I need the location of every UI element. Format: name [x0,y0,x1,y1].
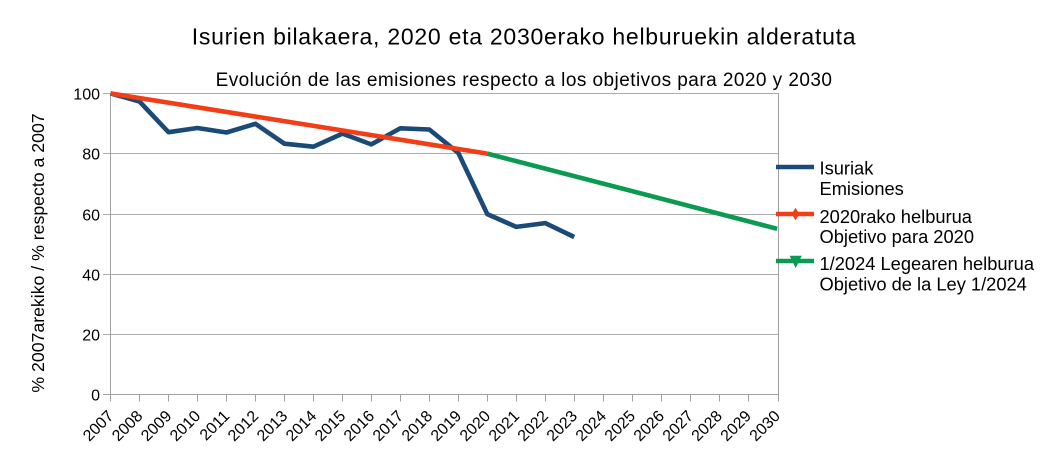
svg-text:2026: 2026 [631,408,668,445]
svg-text:2014: 2014 [283,408,320,445]
svg-text:2018: 2018 [399,408,436,445]
svg-text:2020rako helburua: 2020rako helburua [820,206,973,227]
svg-text:1/2024 Legearen helburua: 1/2024 Legearen helburua [820,253,1035,274]
svg-text:20: 20 [82,327,100,344]
svg-text:2011: 2011 [197,408,233,444]
svg-text:100: 100 [73,86,100,103]
svg-text:0: 0 [91,387,100,404]
svg-text:2030: 2030 [747,408,784,445]
svg-text:2007: 2007 [80,408,117,445]
svg-text:2022: 2022 [515,408,552,445]
svg-text:2021: 2021 [486,408,523,445]
svg-text:60: 60 [82,207,100,224]
svg-text:2027: 2027 [660,408,697,445]
svg-text:Objetivo de la Ley 1/2024: Objetivo de la Ley 1/2024 [820,273,1027,294]
svg-text:2025: 2025 [602,408,639,445]
svg-text:2019: 2019 [428,408,465,445]
svg-text:2010: 2010 [167,408,204,445]
svg-text:2012: 2012 [225,408,262,445]
svg-text:2017: 2017 [370,408,407,445]
svg-text:80: 80 [82,146,100,163]
svg-text:% 2007arekiko / % respecto a 2: % 2007arekiko / % respecto a 2007 [28,113,48,392]
svg-text:2023: 2023 [544,408,581,445]
svg-text:2013: 2013 [254,408,291,445]
svg-text:Objetivo para 2020: Objetivo para 2020 [820,226,974,247]
svg-text:40: 40 [82,267,100,284]
svg-text:2024: 2024 [573,408,610,445]
svg-text:2029: 2029 [718,408,755,445]
svg-text:2015: 2015 [312,408,349,445]
svg-text:2020: 2020 [457,408,494,445]
svg-text:2028: 2028 [689,408,726,445]
svg-text:Isuriak: Isuriak [820,157,875,178]
svg-text:Isurien bilakaera, 2020 eta 20: Isurien bilakaera, 2020 eta 2030erako he… [192,24,857,50]
svg-text:Evolución de las emisiones res: Evolución de las emisiones respecto a lo… [216,70,833,91]
svg-text:2009: 2009 [138,408,175,445]
svg-text:2016: 2016 [341,408,378,445]
svg-text:2008: 2008 [109,408,146,445]
svg-text:Emisiones: Emisiones [820,178,904,199]
